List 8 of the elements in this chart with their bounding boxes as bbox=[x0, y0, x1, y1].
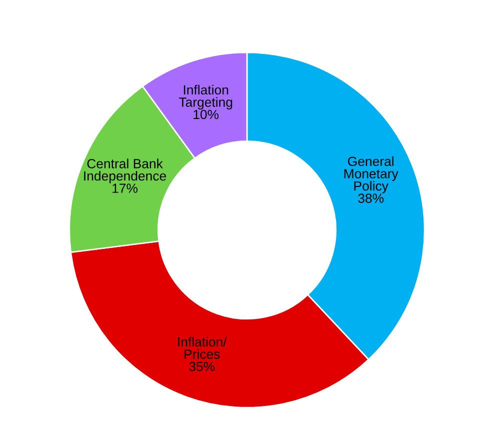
slice-label: Central Bank Independence bbox=[84, 158, 166, 184]
data-label: 10% bbox=[194, 110, 219, 120]
slice-label: Inflation Targeting bbox=[179, 84, 232, 110]
data-label: 17% bbox=[112, 184, 138, 193]
data-label: 35% bbox=[189, 362, 215, 372]
data-label: 38% bbox=[358, 194, 384, 203]
slice-label: General Monetary Policy bbox=[344, 156, 398, 194]
slice-label: Inflation/ Prices bbox=[178, 336, 227, 359]
